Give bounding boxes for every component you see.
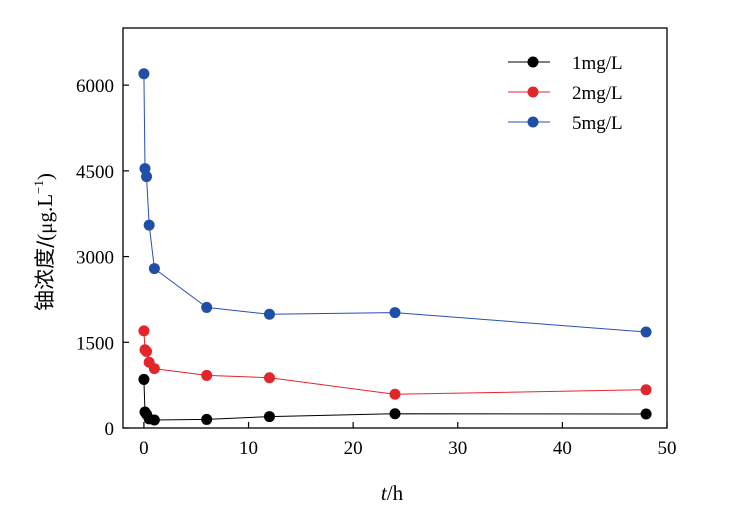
legend-label: 2mg/L: [572, 83, 623, 104]
y-tick-label: 4500: [76, 162, 114, 183]
data-point: [201, 301, 213, 313]
legend-item: 1mg/L: [508, 53, 623, 74]
x-axis-title-variable: t: [381, 481, 388, 505]
x-tick-label: 20: [344, 438, 363, 459]
data-point: [148, 414, 160, 426]
data-point: [138, 373, 150, 385]
series-1mg/L: [138, 373, 652, 426]
plot-frame: [122, 27, 668, 429]
data-point: [138, 325, 150, 337]
y-tick-label: 6000: [76, 76, 114, 97]
data-point: [263, 411, 275, 423]
x-axis-title-unit: /h: [387, 481, 404, 505]
data-point: [640, 326, 652, 338]
axes-layer: 0 10 20 30 40 50 0 1500 3000 4500 6000: [76, 27, 677, 459]
data-point: [148, 363, 160, 375]
legend-marker: [527, 56, 539, 68]
x-tick-label: 0: [139, 438, 149, 459]
x-tick-label: 50: [658, 438, 677, 459]
data-point: [640, 408, 652, 420]
series-line: [143, 330, 647, 395]
data-point: [201, 413, 213, 425]
y-axis-title: 铀浓度/(μg.L−1): [31, 173, 57, 311]
x-tick-label: 40: [553, 438, 572, 459]
data-point: [389, 388, 401, 400]
y-axis-title-quantity: 铀浓度/: [33, 240, 57, 311]
legend-label: 1mg/L: [572, 53, 623, 74]
data-point: [640, 384, 652, 396]
x-tick-label: 30: [448, 438, 467, 459]
legend-marker: [527, 86, 539, 98]
y-axis-title-unit-superscript: −1: [31, 180, 46, 194]
y-tick-label: 3000: [76, 248, 114, 269]
data-point: [263, 308, 275, 320]
legend-item: 2mg/L: [508, 83, 623, 104]
data-point: [141, 345, 153, 357]
series-5mg/L: [138, 68, 652, 338]
data-point: [263, 372, 275, 384]
legend: 1mg/L 2mg/L 5mg/L: [508, 53, 623, 134]
data-point: [201, 369, 213, 381]
y-axis-title-unit-close: ): [33, 173, 57, 180]
legend-label: 5mg/L: [572, 113, 623, 134]
data-point: [141, 171, 153, 183]
data-point: [143, 219, 155, 231]
series-2mg/L: [138, 325, 652, 400]
y-tick-label: 0: [105, 419, 115, 440]
y-tick-label: 1500: [76, 333, 114, 354]
data-point: [389, 408, 401, 420]
data-point: [389, 307, 401, 319]
y-axis-title-unit-open: (μg.L: [33, 194, 57, 241]
data-point: [148, 263, 160, 275]
legend-marker: [527, 116, 539, 128]
data-point: [138, 68, 150, 80]
x-tick-label: 10: [239, 438, 258, 459]
series-line: [143, 73, 647, 333]
x-axis-title: t/h: [381, 481, 404, 505]
series-layer: [138, 68, 652, 426]
legend-item: 5mg/L: [508, 113, 623, 134]
